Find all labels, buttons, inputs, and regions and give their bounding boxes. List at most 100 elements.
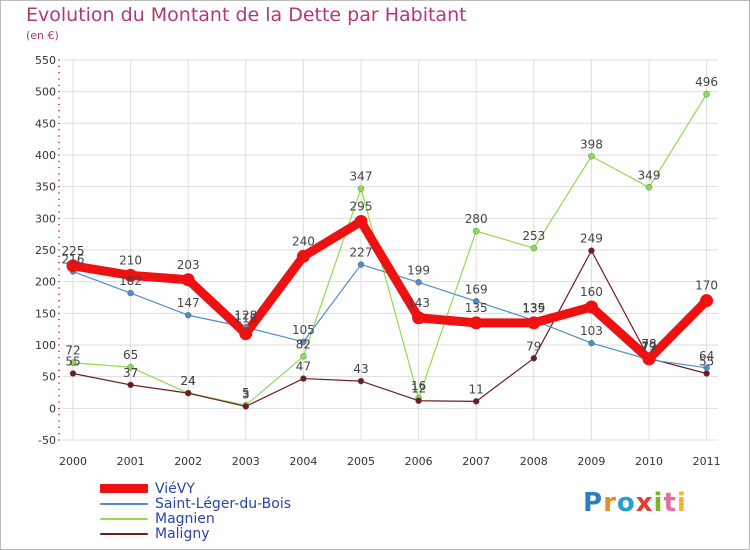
- legend-label-vievy: ViéVY: [155, 481, 195, 497]
- data-point-vievy: [469, 316, 483, 330]
- data-label-vievy: 135: [522, 301, 545, 315]
- data-point-magnien: [300, 353, 307, 360]
- series-line-maligny: [72, 250, 708, 408]
- x-tick-label: 2004: [289, 455, 317, 468]
- legend-swatch-maligny: [100, 533, 148, 535]
- x-tick-label: 2008: [520, 455, 548, 468]
- data-label-vievy: 240: [292, 234, 315, 248]
- data-point-vievy: [642, 352, 656, 366]
- data-label-vievy: 295: [350, 200, 373, 214]
- data-point-vievy: [700, 294, 714, 308]
- data-label-maligny: 55: [65, 355, 80, 369]
- data-point-maligny: [530, 355, 537, 362]
- legend-label-saint-leger-du-bois: Saint-Léger-du-Bois: [155, 496, 292, 512]
- data-label-maligny: 3: [242, 387, 250, 401]
- data-label-maligny: 47: [296, 360, 311, 374]
- y-tick-label: 550: [35, 54, 56, 67]
- y-tick-label: 0: [49, 402, 56, 415]
- data-label-magnien: 349: [638, 168, 661, 182]
- x-tick-label: 2010: [635, 455, 663, 468]
- legend-label-maligny: Maligny: [155, 526, 210, 542]
- x-tick-label: 2003: [232, 455, 260, 468]
- data-label-magnien: 347: [350, 170, 373, 184]
- x-tick-label: 2000: [59, 455, 87, 468]
- data-label-vievy: 160: [580, 285, 603, 299]
- data-point-vievy: [296, 249, 310, 263]
- data-label-saint-leger-du-bois: 169: [465, 282, 488, 296]
- data-point-vievy: [584, 300, 598, 314]
- data-label-maligny: 249: [580, 232, 603, 246]
- data-label-maligny: 79: [526, 339, 541, 353]
- data-label-saint-leger-du-bois: 199: [407, 263, 430, 277]
- data-label-magnien: 253: [522, 229, 545, 243]
- data-point-maligny: [184, 389, 192, 397]
- data-point-saint-leger-du-bois: [127, 289, 134, 297]
- data-label-magnien: 24: [181, 374, 196, 388]
- data-point-vievy: [239, 327, 253, 341]
- data-point-magnien: [588, 153, 595, 160]
- data-label-magnien: 16: [411, 379, 426, 393]
- data-point-saint-leger-du-bois: [588, 339, 595, 347]
- series-line-magnien: [72, 93, 708, 406]
- data-point-magnien: [357, 185, 365, 192]
- data-point-magnien: [530, 244, 537, 252]
- data-point-maligny: [415, 397, 422, 404]
- data-label-maligny: 43: [353, 362, 368, 376]
- data-point-maligny: [357, 377, 365, 385]
- x-tick-label: 2002: [174, 455, 202, 468]
- data-point-magnien: [645, 184, 653, 191]
- x-tick-label: 2007: [462, 455, 490, 468]
- data-label-vievy: 118: [234, 312, 257, 326]
- data-label-vievy: 210: [119, 253, 142, 267]
- legend-swatch-vievy: [100, 484, 148, 493]
- data-label-saint-leger-du-bois: 128: [234, 308, 257, 322]
- y-tick-label: 450: [35, 117, 56, 130]
- data-point-saint-leger-du-bois: [357, 261, 365, 268]
- data-label-saint-leger-du-bois: 139: [522, 301, 545, 315]
- data-point-vievy: [412, 311, 426, 325]
- data-label-maligny: 11: [469, 382, 484, 396]
- y-tick-label: 300: [35, 212, 56, 225]
- legend-label-magnien: Magnien: [155, 511, 215, 527]
- data-point-saint-leger-du-bois: [300, 338, 307, 346]
- data-label-magnien: 398: [580, 137, 603, 151]
- data-label-saint-leger-du-bois: 147: [177, 296, 200, 310]
- data-point-saint-leger-du-bois: [184, 312, 192, 319]
- data-label-vievy: 135: [465, 301, 488, 315]
- y-tick-label: 100: [35, 339, 56, 352]
- x-tick-label: 2009: [577, 455, 605, 468]
- x-tick-label: 2005: [347, 455, 375, 468]
- data-label-magnien: 65: [123, 348, 138, 362]
- data-point-maligny: [127, 381, 134, 389]
- data-point-vievy: [66, 259, 80, 273]
- data-point-vievy: [124, 268, 138, 282]
- y-tick-label: 250: [35, 244, 56, 257]
- data-label-maligny: 12: [411, 382, 426, 396]
- data-point-maligny: [242, 403, 250, 410]
- data-label-maligny: 79: [641, 339, 656, 353]
- data-point-saint-leger-du-bois: [703, 364, 710, 371]
- data-point-maligny: [69, 370, 77, 377]
- data-point-magnien: [127, 363, 134, 371]
- data-point-vievy: [354, 215, 368, 228]
- data-label-saint-leger-du-bois: 103: [580, 324, 603, 338]
- data-point-maligny: [473, 398, 480, 405]
- data-label-saint-leger-du-bois: 105: [292, 323, 315, 337]
- data-label-saint-leger-du-bois: 77: [641, 341, 656, 355]
- y-tick-label: 500: [35, 86, 56, 99]
- data-label-vievy: 203: [177, 258, 200, 272]
- data-label-maligny: 24: [181, 374, 196, 388]
- y-tick-label: -50: [38, 434, 56, 447]
- data-label-saint-leger-du-bois: 216: [62, 253, 85, 267]
- y-tick-label: 50: [42, 371, 56, 384]
- y-tick-label: 350: [35, 181, 56, 194]
- data-label-magnien: 72: [65, 344, 80, 358]
- x-tick-label: 2011: [693, 455, 721, 468]
- data-label-magnien: 280: [465, 212, 488, 226]
- x-tick-label: 2006: [405, 455, 433, 468]
- data-label-vievy: 170: [695, 279, 718, 293]
- data-point-magnien: [473, 227, 480, 235]
- data-label-vievy: 225: [62, 244, 85, 258]
- y-tick-label: 200: [35, 276, 56, 289]
